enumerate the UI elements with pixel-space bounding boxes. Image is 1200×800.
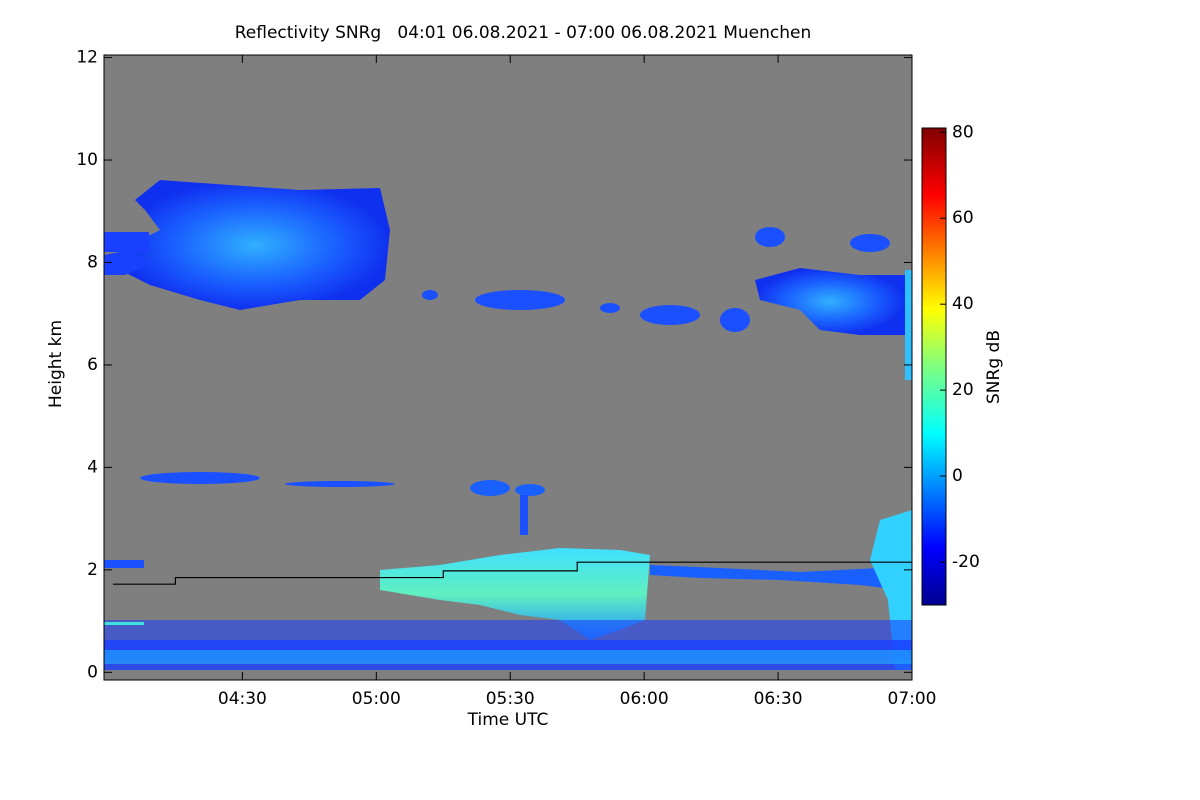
colorbar-tick-label: 0: [952, 466, 963, 486]
colorbar-tick-label: 40: [952, 294, 974, 314]
y-tick-label: 4: [87, 457, 98, 477]
plot-frame: [103, 54, 913, 681]
y-tick-label: 6: [87, 355, 98, 375]
chart-title: Reflectivity SNRg 04:01 06.08.2021 - 07:…: [235, 23, 811, 43]
colorbar-label: SNRg dB: [984, 330, 1004, 404]
x-tick-label: 05:00: [352, 689, 401, 709]
colorbar: [921, 127, 947, 606]
y-tick-label: 8: [87, 252, 98, 272]
x-tick-label: 05:30: [486, 689, 535, 709]
y-axis-label: Height km: [46, 320, 66, 408]
y-tick-label: 12: [76, 48, 98, 68]
colorbar-tick-label: 20: [952, 380, 974, 400]
colorbar-tick-label: 80: [952, 122, 974, 142]
y-tick-label: 10: [76, 150, 98, 170]
x-tick-label: 06:00: [620, 689, 669, 709]
colorbar-tick-label: 60: [952, 208, 974, 228]
x-axis-label: Time UTC: [467, 710, 549, 730]
x-tick-label: 04:30: [218, 689, 267, 709]
x-tick-label: 06:30: [754, 689, 803, 709]
boundary-layer-line: [112, 561, 912, 585]
y-tick-label: 2: [87, 560, 98, 580]
colorbar-tick-label: -20: [952, 552, 980, 572]
y-tick-label: 0: [87, 662, 98, 682]
x-tick-label: 07:00: [888, 689, 937, 709]
